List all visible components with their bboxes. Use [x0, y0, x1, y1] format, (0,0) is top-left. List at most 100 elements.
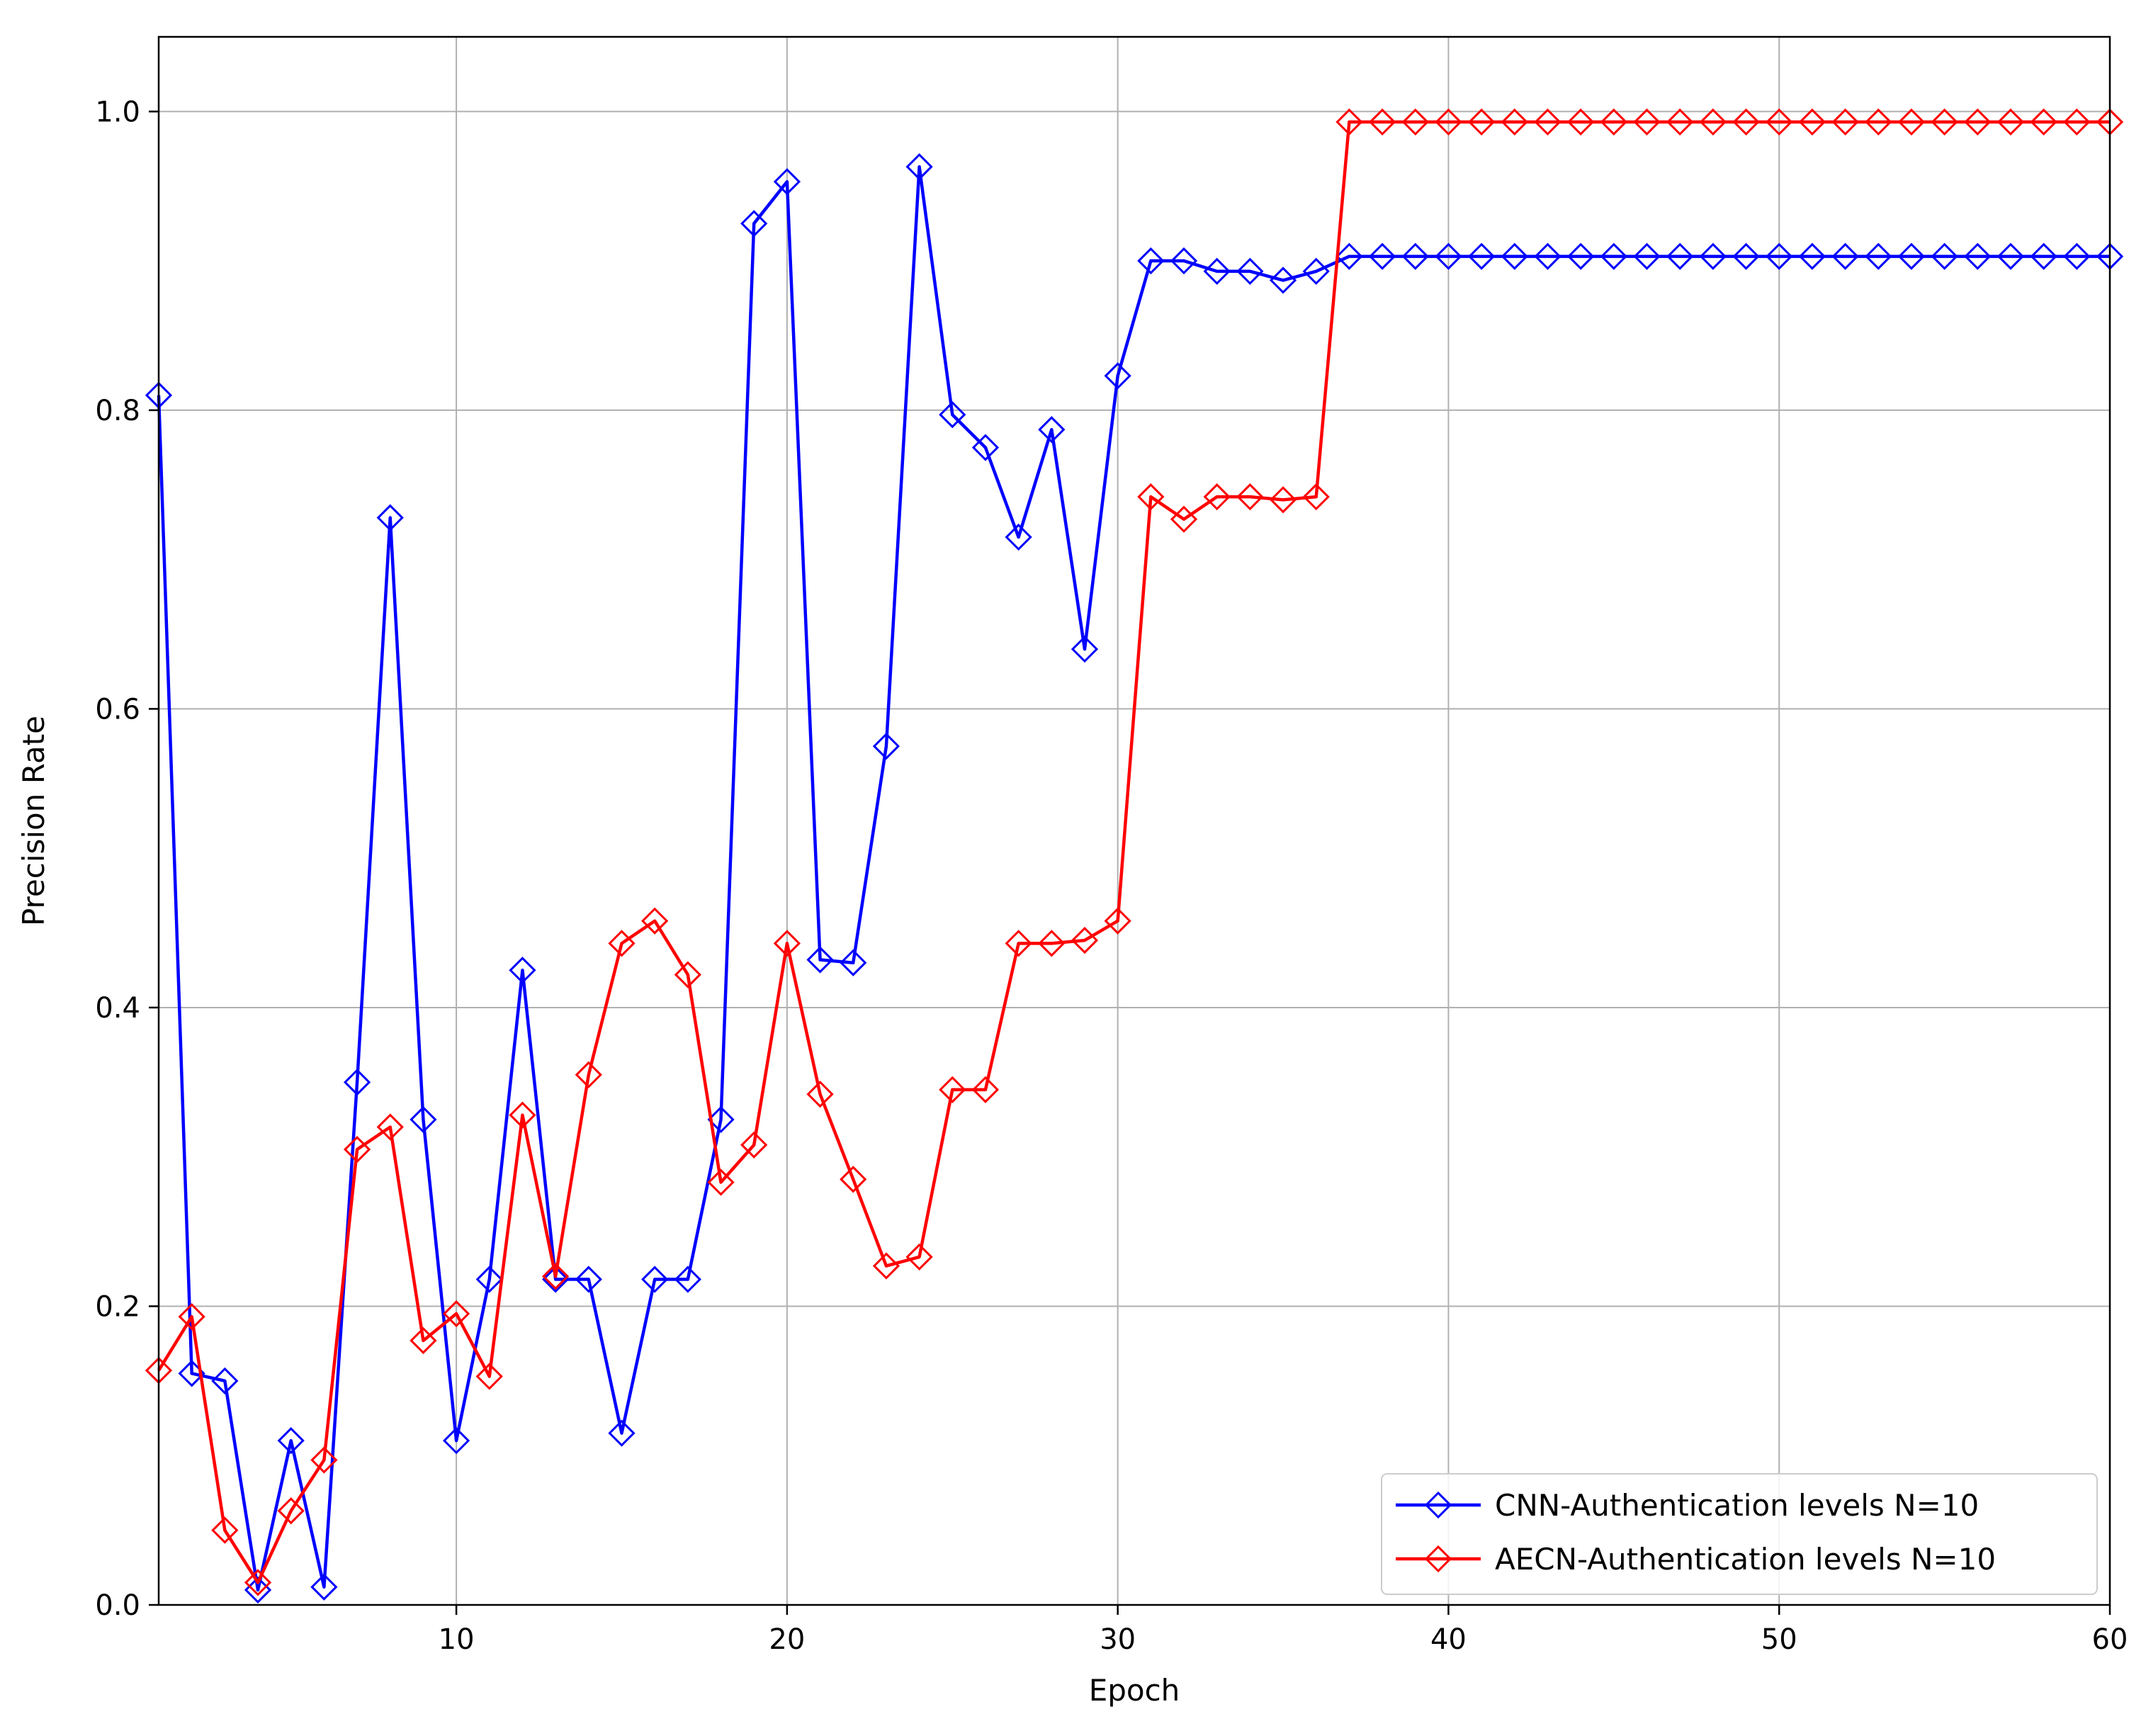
data-point	[872, 1252, 900, 1280]
data-point	[1170, 505, 1198, 533]
data-point	[1831, 108, 1859, 136]
y-axis-label: Precision Rate	[16, 716, 51, 926]
data-point	[376, 504, 404, 531]
data-point	[1467, 108, 1496, 136]
data-point	[509, 957, 536, 984]
data-point	[211, 1367, 239, 1394]
x-tick-label: 60	[2092, 1623, 2128, 1656]
data-point	[1633, 242, 1661, 270]
data-point	[1964, 108, 1992, 136]
data-point	[1335, 242, 1363, 270]
data-point	[608, 930, 636, 957]
data-point	[2063, 108, 2091, 136]
x-tick-label: 20	[769, 1623, 805, 1656]
data-point	[1534, 108, 1562, 136]
data-point	[1732, 108, 1760, 136]
data-point	[608, 1419, 636, 1447]
data-point	[1798, 242, 1826, 270]
legend-marker	[1424, 1545, 1452, 1573]
data-point	[575, 1061, 602, 1088]
data-point	[1236, 483, 1264, 511]
data-point	[1401, 108, 1429, 136]
data-point	[773, 930, 801, 957]
data-point	[1435, 108, 1462, 136]
series-aecn	[145, 108, 2124, 1596]
ticks: 10 20 30 40 50 60 0.0 0.2 0.4 0.6 0.8 1.0	[95, 96, 2128, 1656]
data-point	[475, 1363, 503, 1390]
data-point	[1997, 242, 2025, 270]
data-point	[1170, 247, 1198, 275]
data-point	[1600, 108, 1627, 136]
data-point	[840, 949, 867, 976]
data-point	[410, 1326, 437, 1355]
data-point	[1137, 483, 1165, 511]
data-point	[674, 961, 701, 988]
data-point	[1435, 242, 1462, 270]
legend-marker	[1424, 1491, 1452, 1519]
series-cnn	[145, 153, 2124, 1604]
data-point	[1038, 416, 1066, 444]
data-point	[939, 1076, 966, 1103]
data-point	[1798, 108, 1826, 136]
data-point	[277, 1497, 305, 1525]
data-point	[1104, 362, 1131, 390]
y-tick-label: 1.0	[95, 96, 140, 128]
data-point	[674, 1266, 701, 1293]
data-point	[1269, 486, 1297, 514]
data-point	[1335, 108, 1363, 136]
y-tick-label: 0.8	[95, 395, 140, 427]
data-point	[1005, 930, 1032, 957]
data-point	[1269, 266, 1297, 294]
data-point	[310, 1573, 338, 1601]
data-point	[542, 1263, 570, 1290]
x-tick-label: 30	[1100, 1623, 1136, 1656]
data-point	[2030, 108, 2057, 136]
data-point	[1203, 257, 1231, 286]
data-point	[641, 1266, 669, 1293]
data-point	[905, 1243, 933, 1271]
data-point	[509, 1101, 536, 1129]
data-point	[1766, 242, 1793, 270]
data-point	[442, 1427, 470, 1455]
data-point	[1831, 242, 1859, 270]
legend-label: CNN-Authentication levels N=10	[1495, 1488, 1979, 1523]
data-point	[971, 434, 1000, 461]
data-point	[277, 1427, 305, 1455]
legend-box	[1381, 1473, 2098, 1595]
data-point	[211, 1516, 239, 1544]
data-point	[1600, 242, 1627, 270]
data-point	[1865, 242, 1892, 270]
data-point	[1699, 242, 1727, 270]
data-point	[806, 946, 834, 974]
data-point	[740, 1131, 768, 1159]
data-point	[806, 1081, 834, 1108]
data-point	[1005, 523, 1032, 551]
x-tick-label: 50	[1761, 1623, 1797, 1656]
data-point	[1732, 242, 1760, 270]
data-point	[840, 1166, 867, 1193]
data-point	[1931, 108, 1958, 136]
data-point	[542, 1266, 570, 1293]
data-point	[1401, 242, 1429, 270]
data-point	[343, 1069, 371, 1096]
legend-item: AECN-Authentication levels N=10	[1396, 1542, 1996, 1577]
data-point	[1203, 483, 1231, 511]
data-point	[475, 1266, 503, 1293]
plot-frame	[157, 35, 2111, 1606]
series-line	[157, 120, 2110, 1584]
data-point	[939, 401, 966, 429]
data-point	[376, 1113, 404, 1141]
data-point	[2030, 242, 2057, 270]
data-point	[641, 907, 669, 935]
series-line	[157, 165, 2110, 1592]
data-point	[310, 1446, 338, 1474]
legend: CNN-Authentication levels N=10 AECN-Authe…	[1381, 1473, 2098, 1595]
legend-items: CNN-Authentication levels N=10 AECN-Authe…	[1396, 1488, 1996, 1577]
data-point	[410, 1105, 437, 1134]
data-point	[1302, 257, 1330, 286]
data-point	[1467, 242, 1496, 270]
data-point	[1766, 108, 1793, 136]
y-tick-label: 0.6	[95, 693, 140, 726]
